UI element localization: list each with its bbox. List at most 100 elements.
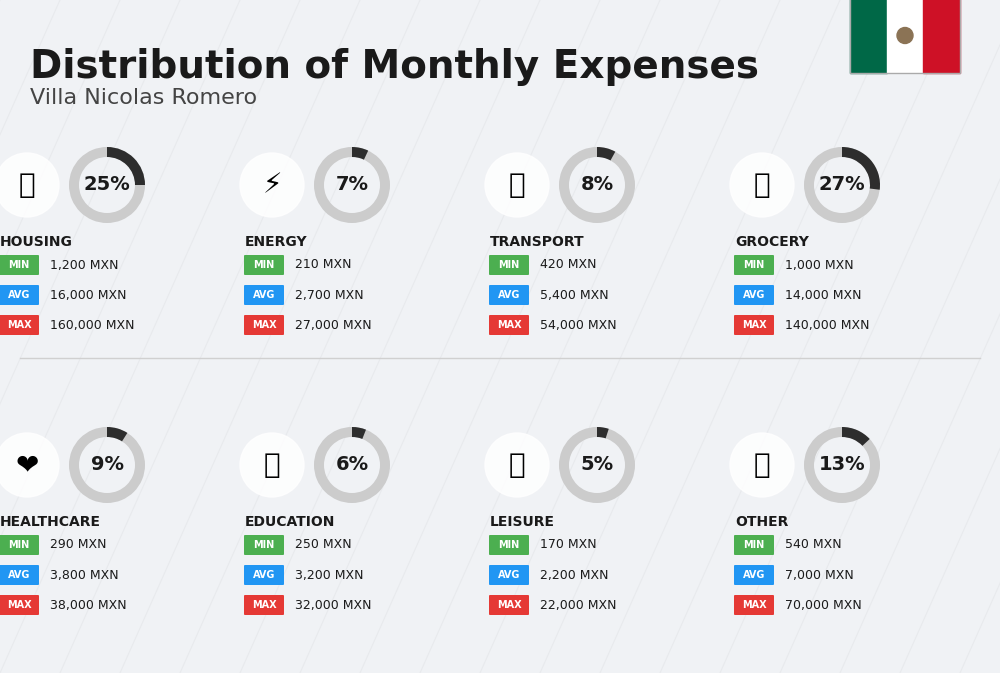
- Text: 7%: 7%: [336, 176, 368, 194]
- Text: 420 MXN: 420 MXN: [540, 258, 596, 271]
- Text: MAX: MAX: [497, 320, 521, 330]
- Text: 🎓: 🎓: [264, 451, 280, 479]
- Text: MIN: MIN: [743, 540, 765, 550]
- Text: 290 MXN: 290 MXN: [50, 538, 106, 551]
- Text: Villa Nicolas Romero: Villa Nicolas Romero: [30, 88, 257, 108]
- Wedge shape: [314, 147, 390, 223]
- Text: OTHER: OTHER: [735, 515, 788, 529]
- Wedge shape: [352, 427, 366, 439]
- Text: MAX: MAX: [742, 600, 766, 610]
- Bar: [850, 0, 887, 73]
- Text: 27%: 27%: [819, 176, 865, 194]
- Text: Distribution of Monthly Expenses: Distribution of Monthly Expenses: [30, 48, 759, 86]
- Text: ⚡: ⚡: [262, 171, 282, 199]
- FancyBboxPatch shape: [244, 255, 284, 275]
- Text: MAX: MAX: [252, 600, 276, 610]
- Text: AVG: AVG: [253, 570, 275, 580]
- Text: MIN: MIN: [253, 540, 275, 550]
- Text: AVG: AVG: [253, 290, 275, 300]
- Text: MIN: MIN: [8, 260, 30, 270]
- Text: AVG: AVG: [743, 570, 765, 580]
- Bar: [887, 0, 923, 73]
- FancyBboxPatch shape: [734, 535, 774, 555]
- Text: 2,200 MXN: 2,200 MXN: [540, 569, 608, 581]
- Wedge shape: [597, 427, 609, 438]
- Text: 7,000 MXN: 7,000 MXN: [785, 569, 854, 581]
- Text: 2,700 MXN: 2,700 MXN: [295, 289, 364, 302]
- Circle shape: [240, 433, 304, 497]
- Text: MIN: MIN: [743, 260, 765, 270]
- FancyBboxPatch shape: [489, 315, 529, 335]
- Wedge shape: [559, 147, 635, 223]
- Text: 🛍: 🛍: [509, 451, 525, 479]
- Text: 27,000 MXN: 27,000 MXN: [295, 318, 372, 332]
- Text: 54,000 MXN: 54,000 MXN: [540, 318, 617, 332]
- Text: 5%: 5%: [580, 456, 614, 474]
- FancyBboxPatch shape: [0, 285, 39, 305]
- Text: AVG: AVG: [8, 570, 30, 580]
- Text: 13%: 13%: [819, 456, 865, 474]
- Text: 32,000 MXN: 32,000 MXN: [295, 598, 372, 612]
- Circle shape: [485, 153, 549, 217]
- Text: 16,000 MXN: 16,000 MXN: [50, 289, 126, 302]
- FancyBboxPatch shape: [244, 535, 284, 555]
- Wedge shape: [842, 427, 870, 446]
- Text: GROCERY: GROCERY: [735, 235, 809, 249]
- FancyBboxPatch shape: [489, 565, 529, 585]
- Text: 1,200 MXN: 1,200 MXN: [50, 258, 119, 271]
- Wedge shape: [804, 427, 880, 503]
- Text: 14,000 MXN: 14,000 MXN: [785, 289, 862, 302]
- Circle shape: [240, 153, 304, 217]
- Circle shape: [897, 28, 913, 44]
- FancyBboxPatch shape: [489, 535, 529, 555]
- Circle shape: [485, 433, 549, 497]
- Text: AVG: AVG: [743, 290, 765, 300]
- Text: MAX: MAX: [742, 320, 766, 330]
- Text: 🛒: 🛒: [754, 171, 770, 199]
- Text: MAX: MAX: [7, 320, 31, 330]
- FancyBboxPatch shape: [734, 285, 774, 305]
- Text: MAX: MAX: [7, 600, 31, 610]
- FancyBboxPatch shape: [0, 315, 39, 335]
- FancyBboxPatch shape: [734, 595, 774, 615]
- Wedge shape: [69, 427, 145, 503]
- Circle shape: [730, 153, 794, 217]
- Bar: [850, 0, 960, 73]
- Text: 5,400 MXN: 5,400 MXN: [540, 289, 609, 302]
- FancyBboxPatch shape: [244, 285, 284, 305]
- Text: MIN: MIN: [498, 260, 520, 270]
- FancyBboxPatch shape: [489, 255, 529, 275]
- FancyBboxPatch shape: [244, 315, 284, 335]
- Text: HEALTHCARE: HEALTHCARE: [0, 515, 101, 529]
- Text: 540 MXN: 540 MXN: [785, 538, 842, 551]
- Text: 👜: 👜: [754, 451, 770, 479]
- Text: MIN: MIN: [253, 260, 275, 270]
- Text: 140,000 MXN: 140,000 MXN: [785, 318, 870, 332]
- Text: 250 MXN: 250 MXN: [295, 538, 352, 551]
- Text: HOUSING: HOUSING: [0, 235, 73, 249]
- Text: LEISURE: LEISURE: [490, 515, 555, 529]
- Text: TRANSPORT: TRANSPORT: [490, 235, 585, 249]
- Text: 160,000 MXN: 160,000 MXN: [50, 318, 134, 332]
- Wedge shape: [597, 147, 615, 160]
- Bar: [923, 0, 960, 73]
- Text: 210 MXN: 210 MXN: [295, 258, 352, 271]
- FancyBboxPatch shape: [0, 535, 39, 555]
- Text: AVG: AVG: [8, 290, 30, 300]
- Text: MAX: MAX: [252, 320, 276, 330]
- Text: MIN: MIN: [8, 540, 30, 550]
- Text: 170 MXN: 170 MXN: [540, 538, 597, 551]
- FancyBboxPatch shape: [244, 565, 284, 585]
- FancyBboxPatch shape: [734, 255, 774, 275]
- Text: 1,000 MXN: 1,000 MXN: [785, 258, 854, 271]
- Text: AVG: AVG: [498, 570, 520, 580]
- Text: 🏗: 🏗: [19, 171, 35, 199]
- Text: 9%: 9%: [90, 456, 124, 474]
- Wedge shape: [559, 427, 635, 503]
- Wedge shape: [352, 147, 368, 160]
- Circle shape: [0, 153, 59, 217]
- Text: 8%: 8%: [580, 176, 614, 194]
- FancyBboxPatch shape: [244, 595, 284, 615]
- Circle shape: [730, 433, 794, 497]
- Text: 🚌: 🚌: [509, 171, 525, 199]
